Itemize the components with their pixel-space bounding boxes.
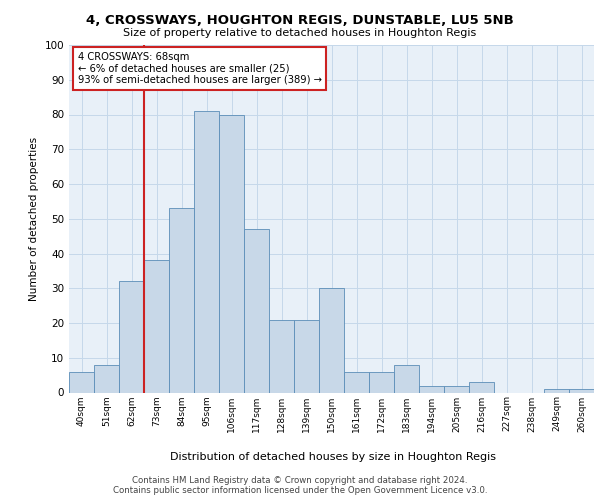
Text: 4 CROSSWAYS: 68sqm
← 6% of detached houses are smaller (25)
93% of semi-detached: 4 CROSSWAYS: 68sqm ← 6% of detached hous… xyxy=(78,52,322,85)
Bar xyxy=(269,320,294,392)
Text: 4, CROSSWAYS, HOUGHTON REGIS, DUNSTABLE, LU5 5NB: 4, CROSSWAYS, HOUGHTON REGIS, DUNSTABLE,… xyxy=(86,14,514,27)
Bar xyxy=(119,282,144,393)
Bar xyxy=(294,320,319,392)
Bar xyxy=(344,372,369,392)
Bar xyxy=(219,114,244,392)
Bar xyxy=(469,382,494,392)
Bar xyxy=(94,364,119,392)
Bar xyxy=(69,372,94,392)
Bar xyxy=(569,389,594,392)
Bar xyxy=(169,208,194,392)
Bar xyxy=(544,389,569,392)
Bar xyxy=(444,386,469,392)
Text: Distribution of detached houses by size in Houghton Regis: Distribution of detached houses by size … xyxy=(170,452,496,462)
Bar xyxy=(244,229,269,392)
Bar xyxy=(419,386,444,392)
Text: Size of property relative to detached houses in Houghton Regis: Size of property relative to detached ho… xyxy=(124,28,476,38)
Bar xyxy=(319,288,344,393)
Text: Contains HM Land Registry data © Crown copyright and database right 2024.
Contai: Contains HM Land Registry data © Crown c… xyxy=(113,476,487,495)
Bar xyxy=(394,364,419,392)
Bar xyxy=(144,260,169,392)
Y-axis label: Number of detached properties: Number of detached properties xyxy=(29,136,39,301)
Bar xyxy=(369,372,394,392)
Bar xyxy=(194,111,219,392)
